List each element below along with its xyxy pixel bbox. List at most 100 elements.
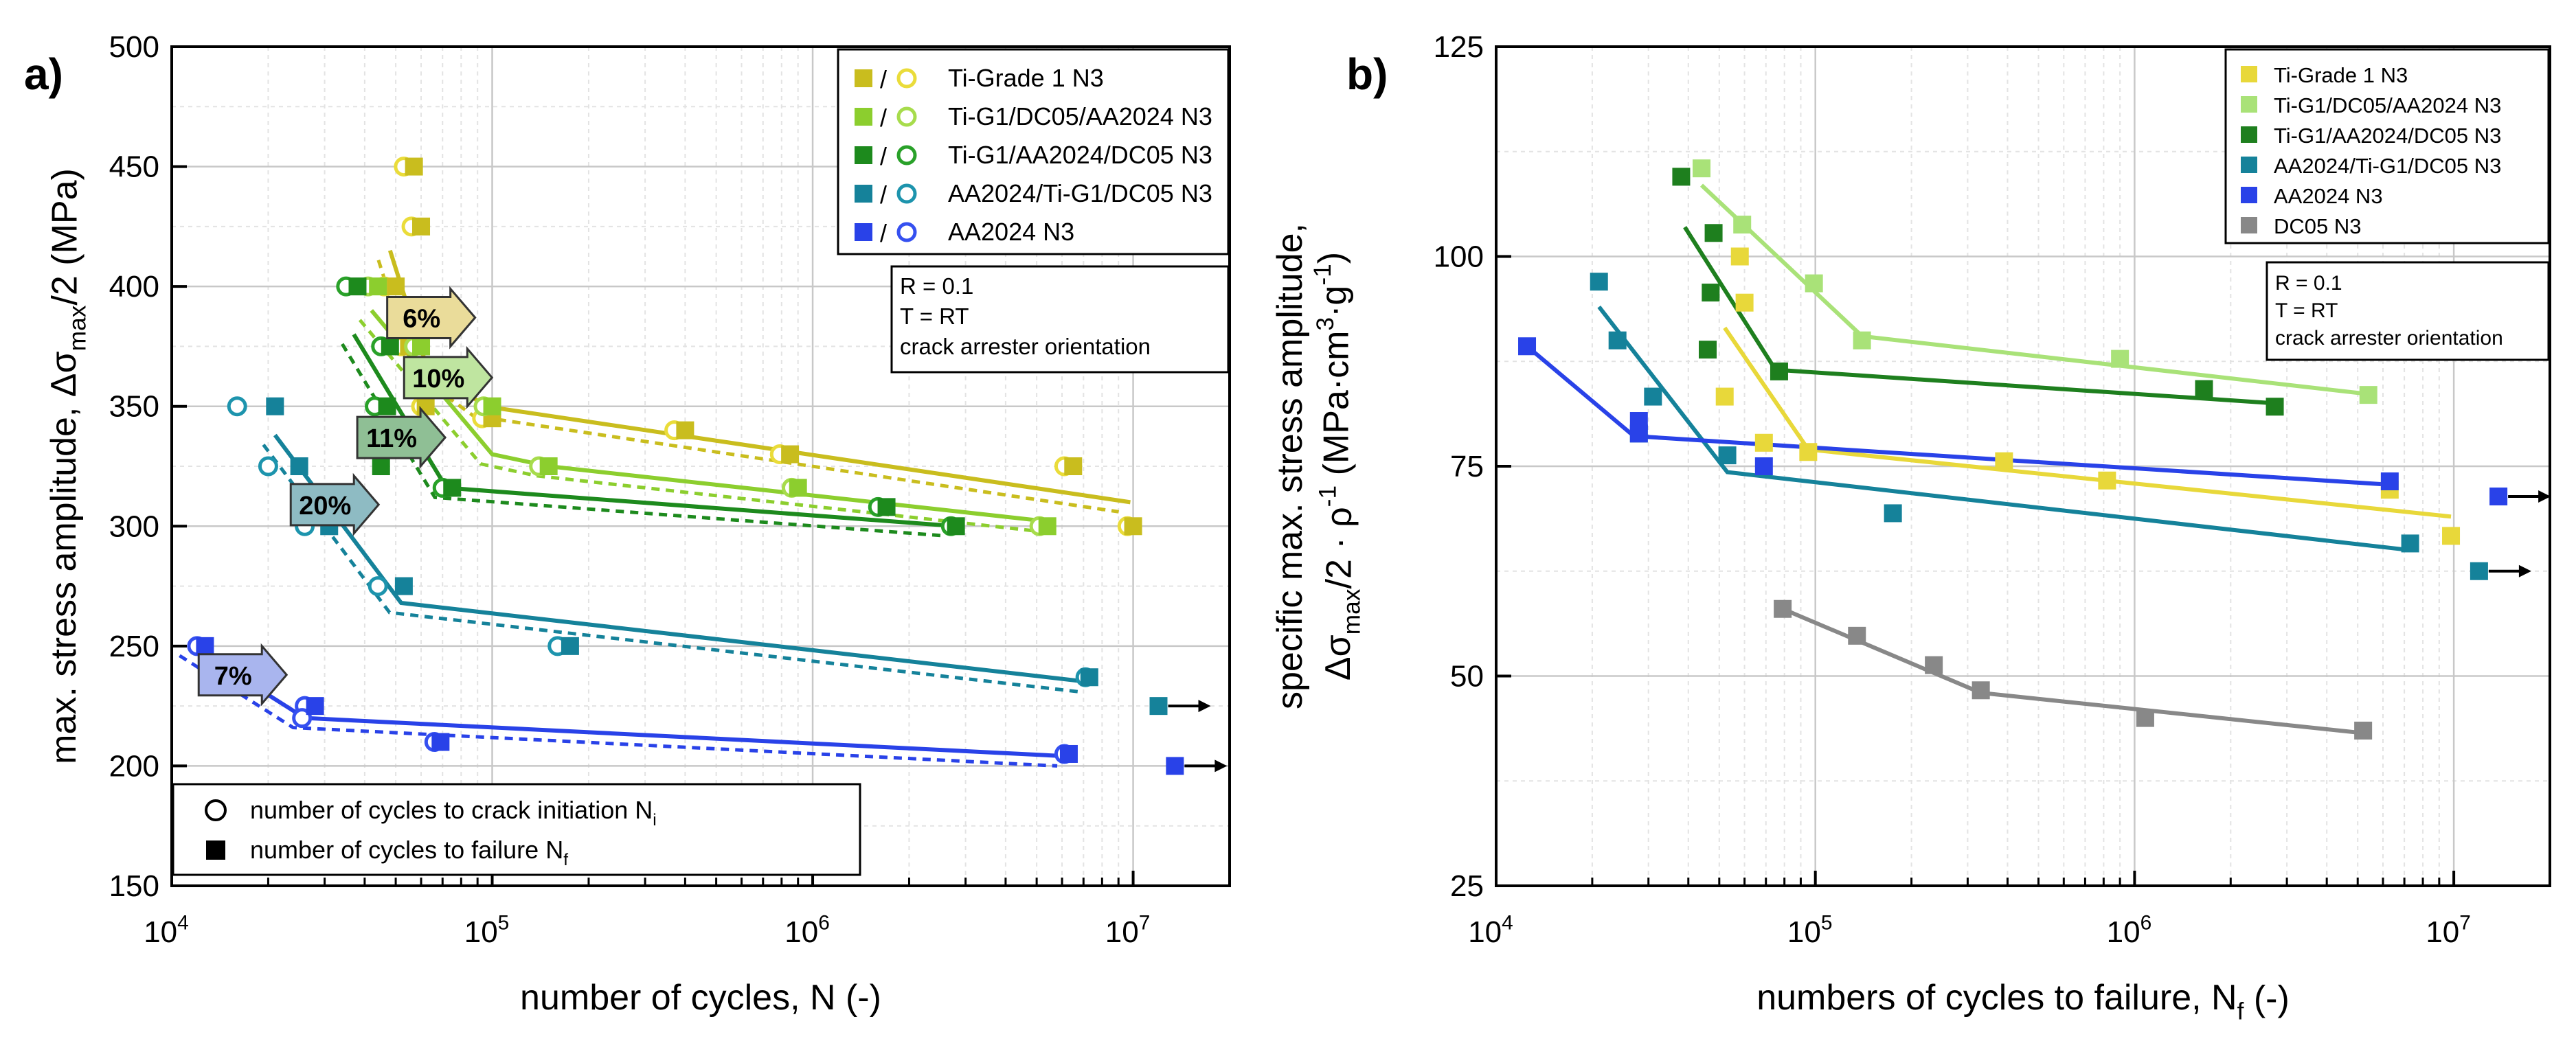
legend-square-marker <box>2241 157 2257 173</box>
text-part: AA2024 N3 <box>948 218 1074 246</box>
text-part: 10% <box>412 365 464 393</box>
text-part: specific max. stress amplitude, <box>1270 223 1310 709</box>
failure-point <box>1715 387 1734 406</box>
text-part: 6% <box>403 305 440 334</box>
text-part: 7% <box>214 662 252 691</box>
text-part: 300 <box>109 510 159 543</box>
legend-square-marker <box>2241 96 2257 113</box>
text-part: a) <box>24 49 63 99</box>
text-part: b) <box>1346 49 1388 99</box>
text-part: 25 <box>1450 869 1484 903</box>
text-part: 4 <box>1502 912 1513 935</box>
legend-label: AA2024 N3 <box>948 218 1074 246</box>
legend-square-marker <box>2241 126 2257 143</box>
text-part: max <box>1339 588 1366 634</box>
legend-separator: / <box>880 104 887 132</box>
text-part: (MPa·cm <box>1317 331 1357 485</box>
legend-square-marker <box>855 146 872 164</box>
reduction-arrow-label: 11% <box>366 424 417 453</box>
text-part: crack arrester orientation <box>900 334 1151 359</box>
legend-circle-marker <box>896 68 917 89</box>
text-part: AA2024/Ti-G1/DC05 N3 <box>2274 154 2501 178</box>
plot-frame <box>170 45 1231 887</box>
text-part: 100 <box>1434 240 1484 274</box>
reduction-arrow-label: 6% <box>403 305 440 334</box>
reduction-arrow-label: 20% <box>299 492 351 520</box>
text-part: Ti-G1/AA2024/DC05 N3 <box>2274 124 2501 148</box>
failure-point <box>443 479 462 497</box>
text-part: 11% <box>366 424 417 453</box>
failure-point <box>2098 471 2116 490</box>
failure-point <box>2489 487 2508 505</box>
failure-point <box>2266 398 2284 416</box>
legend-separator: / <box>880 219 887 247</box>
failure-point <box>2354 721 2373 740</box>
legend-square-marker <box>2241 66 2257 82</box>
failure-point <box>266 397 284 415</box>
text-part: 10 <box>144 915 177 949</box>
failure-point <box>1038 517 1057 536</box>
failure-point <box>196 637 214 655</box>
text-part: Ti-G1/DC05/AA2024 N3 <box>2274 93 2501 117</box>
text-part: i <box>653 811 656 830</box>
failure-point <box>431 733 450 751</box>
failure-point <box>416 397 435 415</box>
runout-arrow-head <box>1214 759 1228 773</box>
fit-line <box>273 433 1090 685</box>
text-part: 350 <box>109 390 159 424</box>
failure-point <box>1754 433 1773 452</box>
text-part: 6 <box>818 912 830 935</box>
text-part: max <box>65 305 91 351</box>
failure-point <box>1080 668 1098 687</box>
text-part: (-) <box>2244 979 2289 1019</box>
initiation-fit-line <box>262 444 1078 694</box>
reduction-arrow-label: 7% <box>214 662 252 691</box>
failure-point <box>947 517 965 536</box>
text-part: Ti-Grade 1 N3 <box>2274 63 2408 87</box>
text-part: 5 <box>1821 912 1833 935</box>
text-part: 5 <box>498 912 510 935</box>
failure-point <box>1735 293 1754 312</box>
failure-point <box>1733 216 1752 234</box>
legend-square-marker <box>855 185 872 203</box>
failure-point <box>1166 757 1184 775</box>
y-tick-label: 75 <box>1450 450 1484 483</box>
legend-separator: / <box>880 181 887 209</box>
text-part: 150 <box>109 869 159 903</box>
marker-legend-circle <box>205 799 227 821</box>
y-tick-label: 300 <box>109 510 159 543</box>
failure-point <box>789 479 807 497</box>
text-part: AA2024 N3 <box>2274 184 2383 208</box>
conditions-text: crack arrester orientation <box>2275 327 2503 350</box>
text-part: 10 <box>2107 915 2140 949</box>
failure-point <box>2359 386 2377 404</box>
reduction-arrow <box>289 472 381 536</box>
failure-point <box>1805 274 1823 293</box>
fit-line <box>1781 606 2364 735</box>
text-part: f <box>563 851 568 869</box>
failure-point <box>1971 681 1990 700</box>
legend-box <box>2224 48 2550 244</box>
text-part: / <box>880 219 887 247</box>
text-part: number of cycles to crack initiation N <box>250 796 653 824</box>
y-tick-label: 350 <box>109 390 159 424</box>
initiation-point <box>368 576 388 597</box>
runout-arrow-head <box>2538 490 2551 503</box>
legend-circle-marker <box>896 183 917 204</box>
failure-point <box>483 397 501 415</box>
marker-legend-box <box>172 783 861 876</box>
marker-legend-label: number of cycles to crack initiation Ni <box>250 796 657 830</box>
text-part: 10 <box>1787 915 1821 949</box>
text-part: Ti-Grade 1 N3 <box>948 64 1104 92</box>
legend-separator: / <box>880 142 887 170</box>
x-tick-label: 107 <box>1105 912 1151 949</box>
failure-point <box>412 217 431 236</box>
failure-point <box>1629 424 1648 443</box>
x-tick-label: 105 <box>464 912 510 949</box>
failure-point <box>381 337 399 356</box>
text-part: 250 <box>109 630 159 663</box>
failure-point <box>306 697 324 716</box>
failure-point <box>2380 472 2399 490</box>
legend-label: Ti-G1/AA2024/DC05 N3 <box>948 141 1212 169</box>
